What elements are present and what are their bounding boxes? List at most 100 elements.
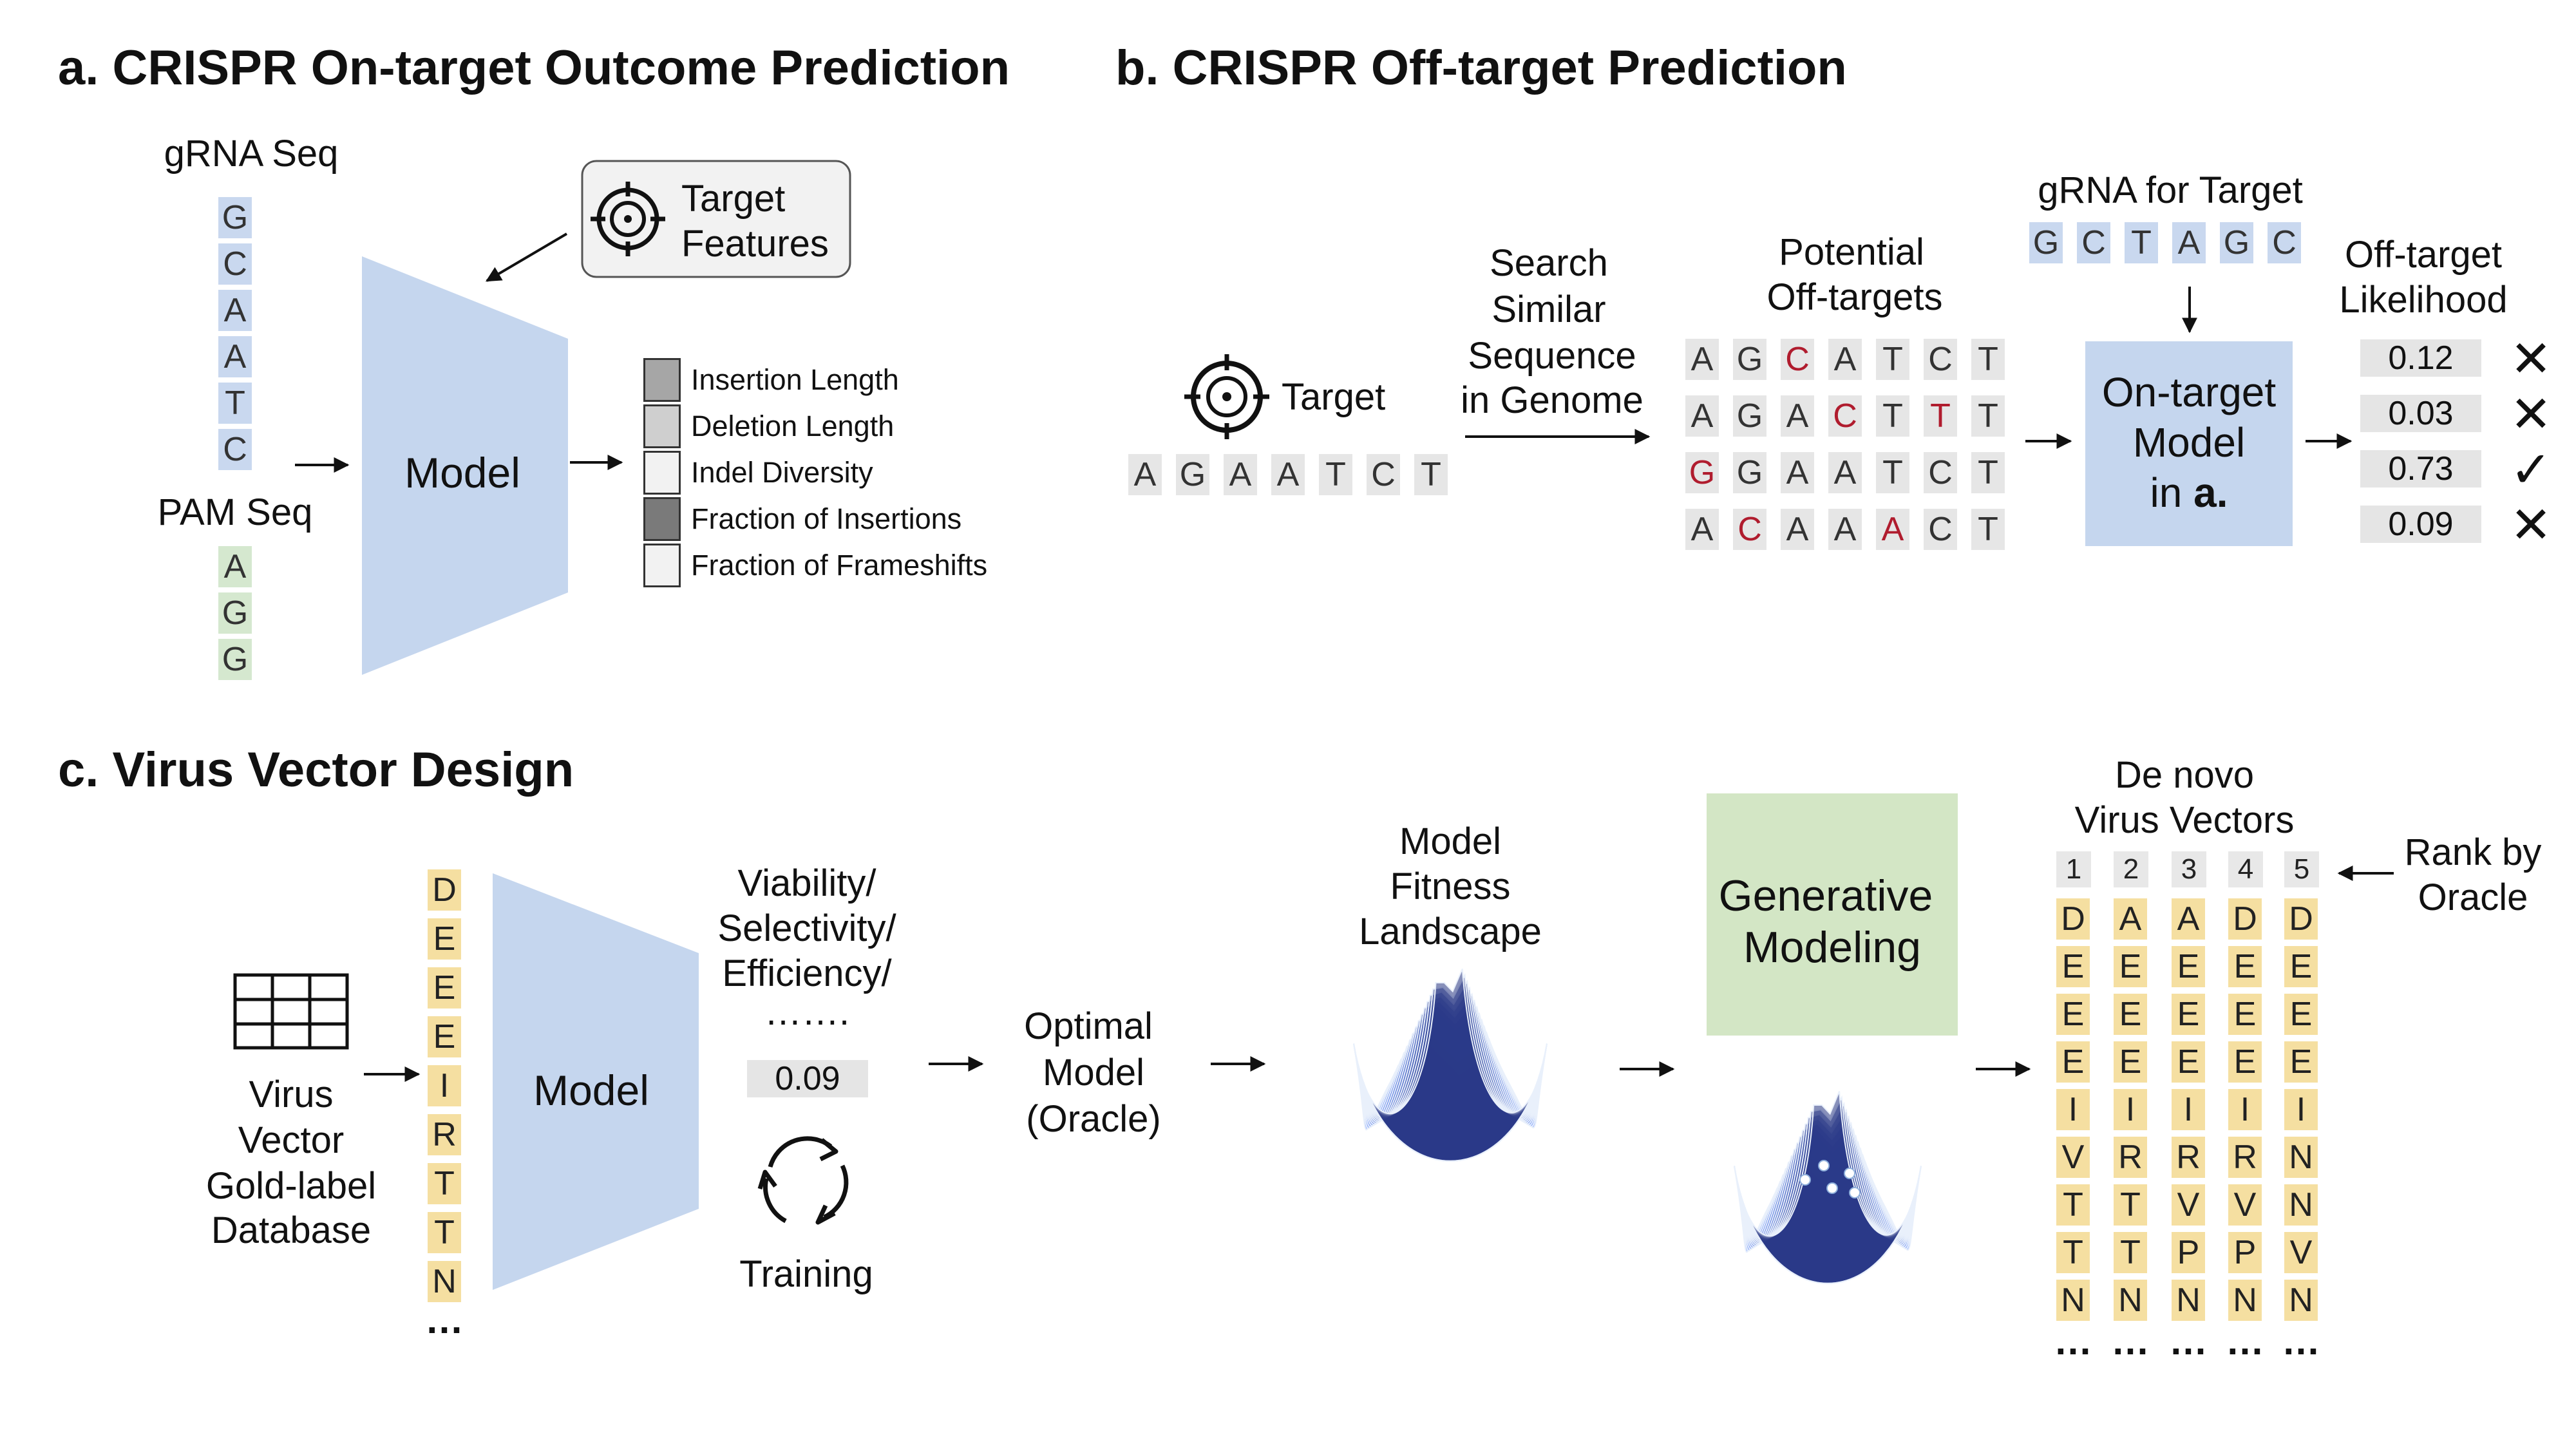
rank-line1: Rank by — [2404, 831, 2542, 873]
grna-base: A — [218, 290, 252, 331]
mismatch-base: C — [1781, 339, 1814, 380]
ontarget-ref: a. — [2193, 469, 2228, 516]
candidate-base: I — [2114, 1089, 2147, 1130]
candidate-base: N — [2228, 1280, 2262, 1321]
score-box: 0.09 — [747, 1060, 868, 1097]
candidate-base: D — [2228, 898, 2262, 940]
metrics-line2: Selectivity/ — [717, 907, 896, 949]
model-c-shape — [493, 873, 699, 1290]
panel-b-title: b. CRISPR Off-target Prediction — [1115, 41, 1847, 95]
candidate-base: E — [2172, 946, 2205, 987]
potential-line1: Potential — [1779, 231, 1924, 273]
candidate-base: I — [2172, 1089, 2205, 1130]
input-base: R — [428, 1114, 461, 1155]
output-cell — [643, 358, 681, 402]
output-label: Fraction of Frameshifts — [691, 549, 988, 582]
generative-line1: Generative — [1718, 871, 1933, 920]
grna-target-label: gRNA for Target — [2038, 169, 2303, 211]
grna-base: A — [218, 336, 252, 377]
target-features-line2: Features — [681, 223, 829, 265]
target-base: A — [1128, 454, 1162, 495]
ontarget-model-line3: in a. — [2150, 469, 2228, 516]
arrow-features-model — [485, 232, 568, 282]
candidate-base: E — [2228, 994, 2262, 1035]
candidate-base: T — [2114, 1184, 2147, 1226]
oracle-line1: Optimal — [1024, 1005, 1153, 1047]
model-a-label: Model — [404, 449, 520, 497]
pam-base: G — [218, 639, 252, 680]
offtarget-base: A — [1685, 509, 1719, 550]
offtarget-base: G — [1733, 452, 1766, 493]
candidate-base: V — [2228, 1184, 2262, 1226]
candidate-base: E — [2172, 1041, 2205, 1083]
landscape-contour — [1353, 969, 1548, 1162]
grna-target-base: G — [2220, 222, 2253, 263]
candidate-ellipsis: … — [2226, 1320, 2268, 1363]
mismatch-base: T — [1924, 395, 1957, 437]
candidate-base: P — [2228, 1232, 2262, 1273]
offtarget-base: T — [1971, 339, 2005, 380]
ontarget-model-line1: On-target — [2101, 369, 2277, 415]
candidate-base: E — [2284, 1041, 2318, 1083]
output-label: Fraction of Insertions — [691, 502, 962, 535]
database-line3: Gold-label — [205, 1165, 377, 1207]
candidate-rank: 2 — [2114, 851, 2148, 887]
candidate-base: E — [2056, 946, 2090, 987]
offtarget-base: G — [1733, 339, 1766, 380]
grna-base: G — [218, 197, 252, 238]
offtarget-base: G — [1733, 395, 1766, 437]
candidate-base: V — [2172, 1184, 2205, 1226]
landscape-line1: Model — [1399, 820, 1501, 862]
metrics-line4: ……. — [764, 991, 850, 1033]
offtarget-base: A — [1685, 339, 1719, 380]
grna-target-base: A — [2172, 222, 2206, 263]
output-label: Insertion Length — [691, 363, 899, 396]
offtarget-base: A — [1685, 395, 1719, 437]
candidate-base: A — [2114, 898, 2147, 940]
metrics-line1: Viability/ — [737, 862, 876, 904]
input-base: N — [428, 1261, 461, 1302]
generative-box — [1707, 793, 1958, 1036]
denovo-line2: Virus Vectors — [2074, 799, 2295, 841]
candidate-base: I — [2284, 1089, 2318, 1130]
check-icon: ✓ — [2510, 441, 2552, 498]
likelihood-line1: Off-target — [2345, 234, 2502, 276]
search-line2: Similar — [1492, 289, 1606, 330]
target-label-b: Target — [1282, 376, 1386, 418]
offtarget-base: A — [1781, 452, 1814, 493]
target-base: T — [1319, 454, 1352, 495]
offtarget-base: T — [1971, 509, 2005, 550]
input-base: E — [428, 918, 461, 960]
candidate-ellipsis: … — [2169, 1320, 2211, 1363]
candidate-base: N — [2284, 1280, 2318, 1321]
metrics-line3: Efficiency/ — [722, 952, 892, 994]
offtarget-base: C — [1924, 339, 1957, 380]
target-icon-b — [1184, 354, 1269, 439]
offtarget-base: A — [1781, 509, 1814, 550]
target-base: T — [1414, 454, 1448, 495]
candidate-base: D — [2056, 898, 2090, 940]
offtarget-base: A — [1828, 339, 1862, 380]
table-icon — [233, 973, 349, 1050]
candidate-rank: 1 — [2056, 851, 2091, 887]
candidate-base: N — [2284, 1184, 2318, 1226]
mismatch-base: G — [1685, 452, 1719, 493]
candidate-base: N — [2114, 1280, 2147, 1321]
fitness-landscape-surface — [1353, 969, 1548, 1162]
likelihood-value: 0.73 — [2360, 450, 2481, 488]
offtarget-base: T — [1971, 452, 2005, 493]
candidate-base: I — [2228, 1089, 2262, 1130]
candidate-base: I — [2056, 1089, 2090, 1130]
target-features-box — [581, 160, 851, 278]
input-base: T — [428, 1212, 461, 1253]
cross-icon: ✕ — [2510, 386, 2552, 442]
offtarget-base: A — [1781, 395, 1814, 437]
generative-line2: Modeling — [1743, 923, 1921, 972]
rank-line2: Oracle — [2418, 876, 2528, 918]
database-line1: Virus — [249, 1074, 334, 1115]
output-label: Deletion Length — [691, 410, 895, 442]
input-base: I — [428, 1065, 461, 1106]
candidate-ellipsis: … — [2054, 1320, 2096, 1363]
candidate-base: E — [2114, 994, 2147, 1035]
